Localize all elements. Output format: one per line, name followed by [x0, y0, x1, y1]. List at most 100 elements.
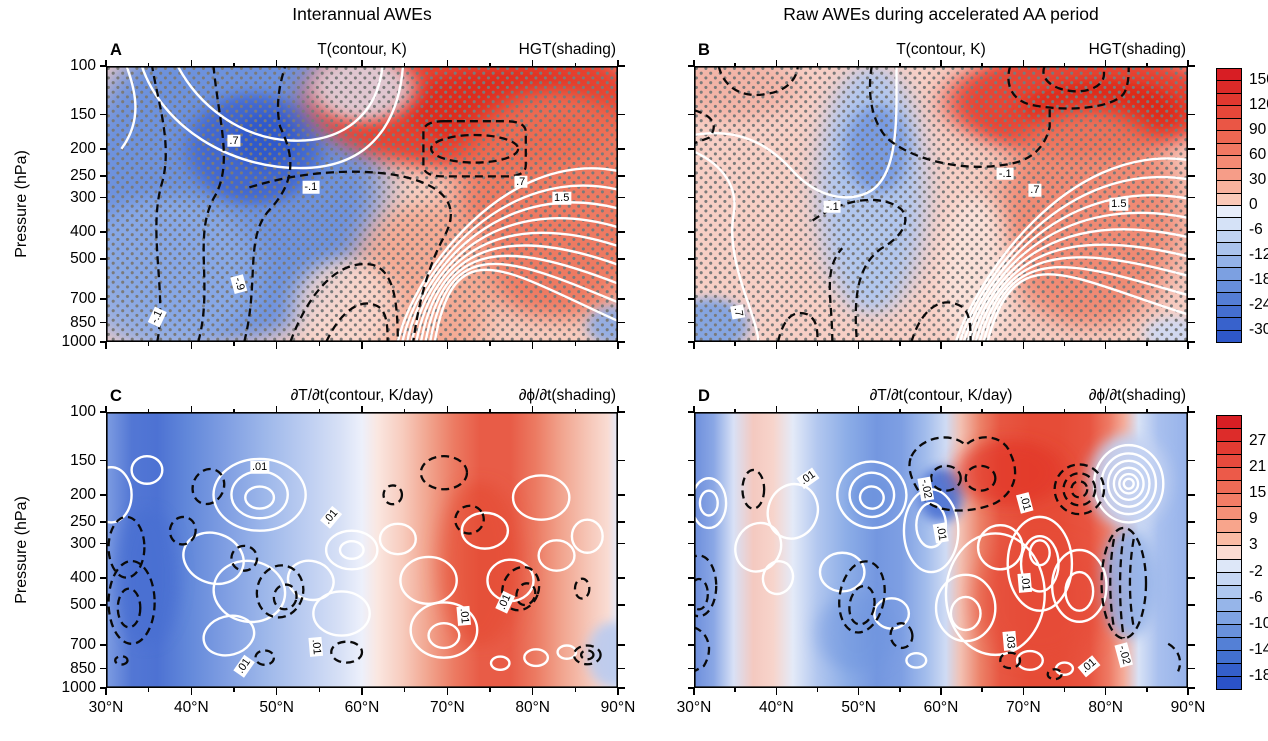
- contour-line-negative: [330, 640, 364, 664]
- contour-line-positive: [202, 614, 256, 657]
- contour-line-negative: [910, 301, 972, 342]
- x-tick: [531, 59, 534, 66]
- y-tick: [99, 258, 106, 260]
- x-tick: [940, 59, 942, 66]
- y-tick: [618, 321, 625, 324]
- x-tick: [105, 405, 107, 412]
- y-tick: [618, 411, 625, 413]
- x-tick: [940, 342, 942, 349]
- y-tick-label: 850: [70, 313, 96, 331]
- y-tick: [618, 667, 625, 670]
- x-tick-label: 30°N: [676, 699, 712, 716]
- y-tick: [1188, 321, 1195, 324]
- colorbar-tick-label: 21: [1249, 458, 1267, 476]
- x-tick: [899, 688, 901, 692]
- contour-value-label: 1.5: [552, 192, 572, 205]
- y-tick: [618, 231, 625, 233]
- y-tick: [1188, 411, 1195, 413]
- contour-line-negative: [249, 170, 452, 342]
- y-tick: [99, 644, 106, 646]
- contour-value-label: .01: [457, 606, 472, 627]
- x-tick: [318, 62, 321, 66]
- x-tick: [403, 688, 406, 692]
- contour-line-negative: [254, 649, 276, 666]
- y-tick-label: 400: [70, 223, 96, 241]
- contour-line-positive: [537, 539, 576, 572]
- y-tick: [1188, 175, 1195, 177]
- contour-line-positive: [570, 518, 604, 554]
- panel-letter: D: [698, 387, 710, 405]
- panel-d-plot: [694, 412, 1188, 688]
- y-tick: [1188, 196, 1195, 199]
- y-tick: [99, 494, 106, 496]
- y-tick: [99, 604, 106, 606]
- contour-line-positive: [140, 66, 405, 170]
- x-tick: [147, 62, 150, 66]
- contour-line-negative: [811, 198, 907, 342]
- contour-line-positive: [176, 66, 384, 142]
- x-tick: [361, 59, 363, 66]
- contour-value-label: .01: [1017, 572, 1033, 594]
- contour-line-positive: [958, 176, 1188, 342]
- panel-shading-label: ∂ϕ/∂t(shading): [1088, 387, 1186, 404]
- y-tick-label: 500: [70, 595, 96, 613]
- contour-line-negative: [191, 467, 226, 506]
- contour-line-negative: [694, 554, 718, 618]
- y-tick: [99, 687, 106, 689]
- plot-frame: [694, 66, 1188, 342]
- stipple-overlay: [694, 66, 1188, 342]
- x-tick: [617, 405, 619, 412]
- contour-line-positive: [848, 471, 896, 519]
- y-tick-label: 500: [70, 249, 96, 267]
- x-tick: [1187, 342, 1189, 349]
- x-tick: [857, 405, 860, 412]
- contour-line-negative: [419, 455, 469, 491]
- contour-line-positive: [944, 532, 1046, 657]
- x-tick: [816, 62, 819, 66]
- y-tick: [618, 175, 625, 177]
- contour-line-positive: [761, 560, 795, 596]
- x-tick: [899, 62, 901, 66]
- x-tick: [1022, 342, 1025, 349]
- shading-blob: [955, 439, 1065, 506]
- contour-line-negative: [889, 622, 914, 650]
- y-tick: [687, 687, 694, 689]
- panel-b: .7 -.1 -.1.7 1.5 B T(contour, K) HGT(shading): [687, 41, 1195, 349]
- y-tick-label: 250: [70, 512, 96, 530]
- colorbar-tick-label: -18: [1249, 666, 1268, 684]
- y-tick-label: 150: [70, 451, 96, 469]
- contour-line-negative: [150, 66, 167, 342]
- x-tick: [1146, 408, 1148, 412]
- contour-line-negative: [1109, 538, 1116, 628]
- colorbar-tick-label: 90: [1249, 121, 1267, 139]
- contour-line-positive: [978, 256, 1188, 342]
- x-tick: [275, 342, 278, 349]
- y-tick: [687, 341, 694, 343]
- contour-line-negative: [243, 66, 292, 342]
- x-tick: [446, 342, 449, 349]
- panel-contour-label: T(contour, K): [317, 41, 407, 58]
- x-tick: [403, 62, 406, 66]
- contour-line-negative: [325, 302, 389, 342]
- y-tick-label: 1000: [61, 333, 96, 350]
- contour-line-positive: [433, 268, 618, 342]
- contour-line-positive: [1064, 570, 1095, 612]
- x-tick-label: 30°N: [88, 699, 124, 716]
- x-tick: [318, 688, 321, 692]
- contour-line-negative: [694, 577, 709, 611]
- x-tick: [617, 342, 619, 349]
- x-tick-label: 80°N: [515, 699, 550, 716]
- y-tick: [99, 411, 106, 413]
- y-tick-label: 300: [70, 188, 96, 206]
- panel-shading-label: HGT(shading): [1088, 41, 1186, 58]
- y-tick-label: 100: [70, 57, 96, 74]
- contour-line-positive: [974, 243, 1188, 342]
- contour-line-positive: [523, 648, 550, 668]
- contour-value-label: .01: [249, 460, 270, 474]
- colorbar-bottom: 27 21 15 9 3 -2 -6 -10 -14 -18: [1216, 415, 1268, 691]
- contour-line-negative: [964, 464, 997, 492]
- x-tick: [899, 408, 901, 412]
- contour-line-positive: [694, 66, 898, 199]
- contour-line-positive: [962, 194, 1188, 342]
- y-tick: [687, 321, 694, 324]
